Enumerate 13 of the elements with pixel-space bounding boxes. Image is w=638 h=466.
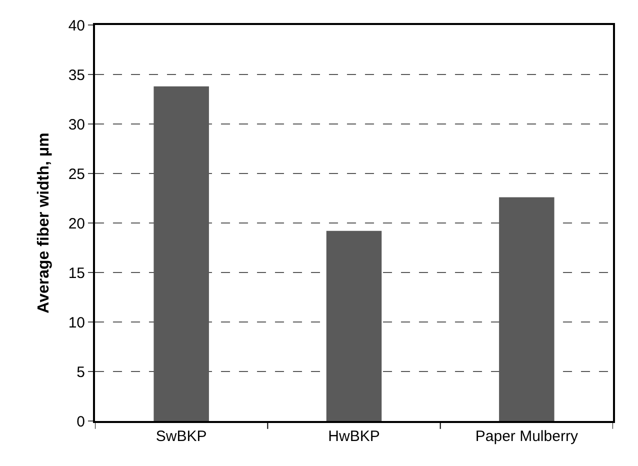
y-tick-label: 10 — [68, 314, 85, 332]
x-tick-label: Paper Mulberry — [475, 428, 578, 445]
y-tick-label: 0 — [76, 413, 85, 430]
x-tick-label: HwBKP — [328, 428, 380, 445]
y-tick-label: 15 — [68, 264, 85, 282]
y-tick-label: 40 — [68, 17, 85, 34]
y-tick-label: 35 — [68, 66, 85, 84]
y-axis-title: Average fiber width, μm — [36, 132, 53, 314]
y-tick-label: 5 — [76, 364, 85, 381]
x-tick-label: SwBKP — [156, 428, 207, 445]
y-tick-label: 20 — [68, 215, 85, 232]
y-tick-label: 30 — [68, 116, 85, 134]
y-tick-label: 25 — [68, 166, 85, 183]
